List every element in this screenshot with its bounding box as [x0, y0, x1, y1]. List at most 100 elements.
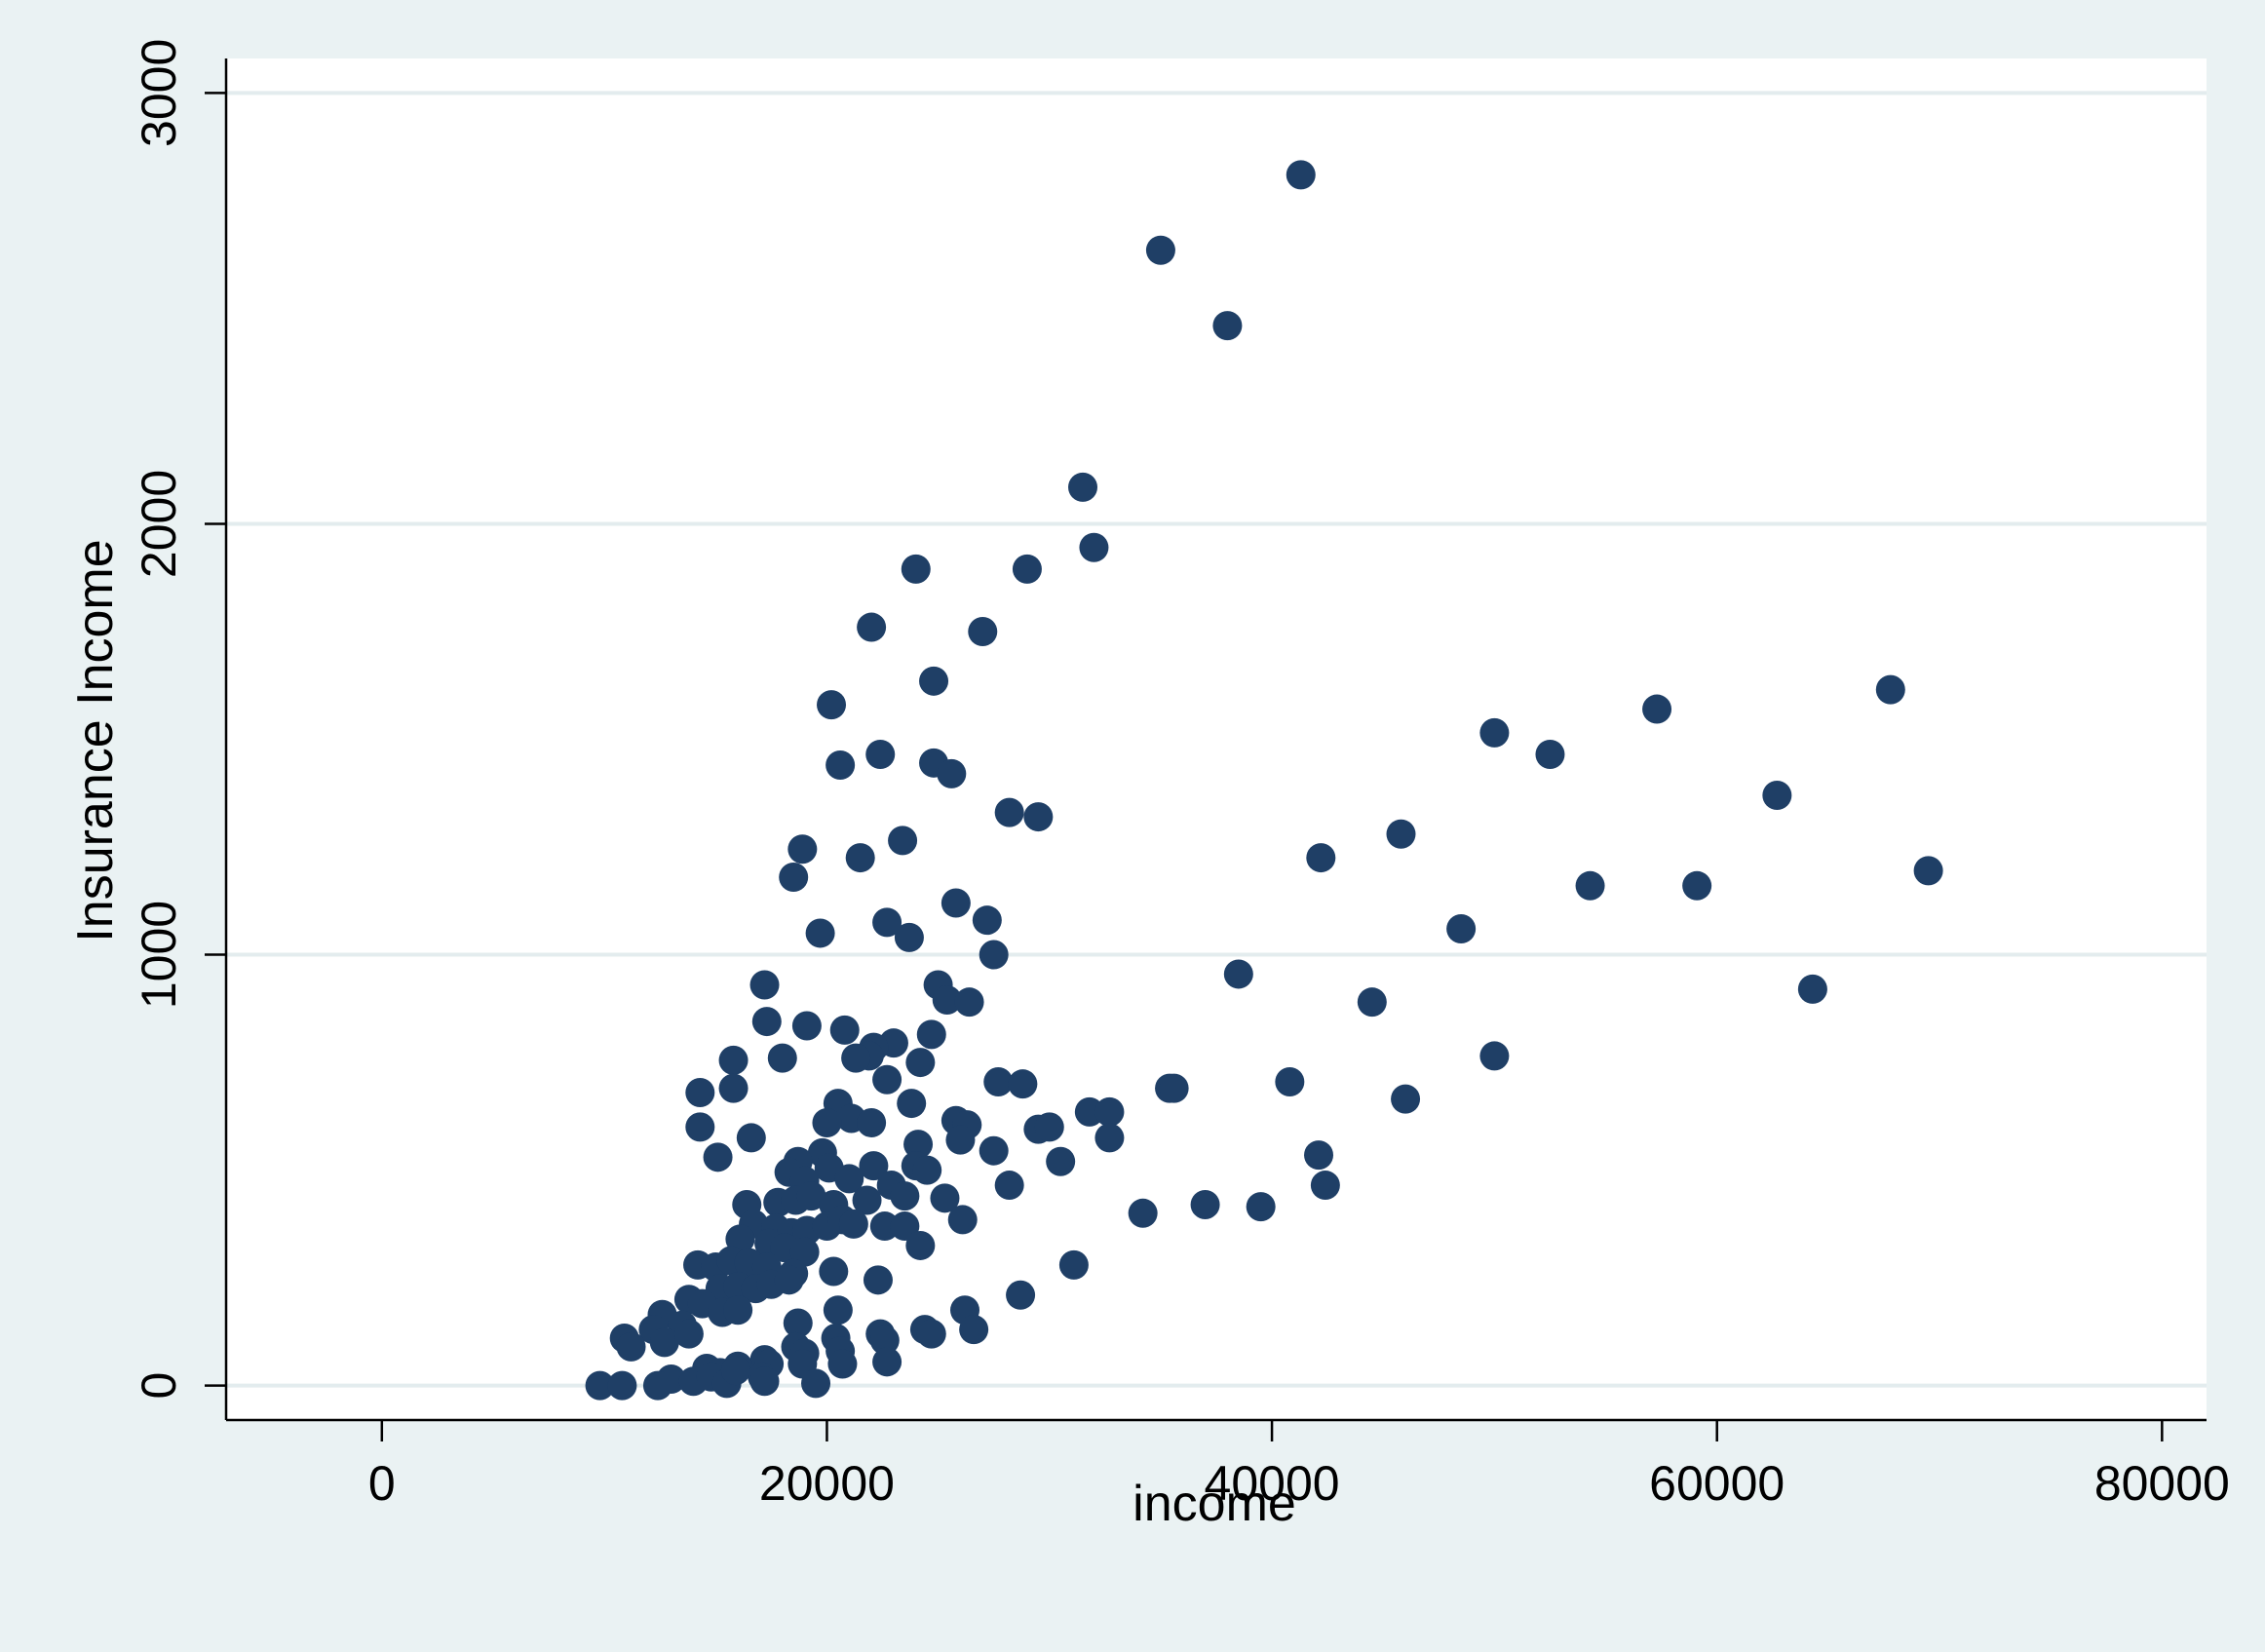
data-point [1046, 1146, 1076, 1176]
data-point [825, 750, 856, 781]
data-point [838, 1209, 868, 1239]
x-tick-label: 80000 [2094, 1456, 2230, 1511]
data-point [1304, 1140, 1334, 1171]
data-point [1246, 1192, 1276, 1222]
data-point [857, 1107, 887, 1137]
data-point [1797, 974, 1827, 1004]
data-point [774, 1265, 804, 1295]
data-point [703, 1142, 733, 1172]
data-point [827, 1349, 858, 1379]
data-point [1682, 870, 1712, 901]
data-point [673, 1319, 704, 1349]
data-point [1074, 1096, 1104, 1127]
y-tick-label: 1000 [132, 901, 186, 1009]
data-point [869, 1211, 900, 1242]
data-point [994, 797, 1024, 827]
data-point [783, 1308, 813, 1338]
data-point [767, 1043, 797, 1073]
data-point [817, 690, 847, 720]
data-point [1310, 1171, 1340, 1201]
data-point [1034, 1112, 1064, 1142]
data-point [607, 1370, 637, 1401]
data-point [947, 1205, 978, 1235]
x-axis-title: income [1132, 1476, 1296, 1532]
data-point [890, 1211, 920, 1242]
y-axis-title: Insurance Income [67, 539, 124, 941]
data-point [1386, 819, 1416, 849]
data-point [872, 907, 902, 938]
data-point [736, 1123, 766, 1153]
data-point [857, 612, 887, 642]
data-point [932, 984, 962, 1015]
data-point [979, 940, 1009, 970]
data-point [994, 1171, 1024, 1201]
data-point [1159, 1073, 1189, 1103]
data-point [1642, 694, 1672, 724]
data-point [945, 1125, 976, 1155]
data-point [1079, 532, 1109, 562]
data-point [791, 1011, 822, 1041]
data-point [845, 843, 875, 873]
data-point [1094, 1123, 1125, 1153]
data-point [685, 1112, 715, 1142]
data-point [812, 1107, 842, 1137]
data-points [585, 160, 1943, 1401]
data-point [1058, 1249, 1089, 1280]
data-point [642, 1370, 672, 1401]
data-point [1913, 856, 1943, 886]
data-point [1223, 959, 1253, 989]
data-point [869, 1325, 900, 1356]
data-point [585, 1370, 615, 1401]
data-point [894, 922, 924, 952]
data-point [749, 1366, 780, 1397]
data-point [718, 1073, 749, 1103]
data-point [718, 1045, 749, 1075]
data-point [972, 905, 1002, 936]
data-point [872, 1347, 902, 1377]
data-point [890, 1181, 920, 1211]
data-point [888, 826, 918, 856]
data-point [959, 1315, 989, 1345]
data-point [829, 1015, 860, 1045]
data-point [616, 1331, 646, 1362]
data-point [979, 1135, 1009, 1166]
data-point [872, 1064, 902, 1095]
data-point [1875, 674, 1905, 705]
data-point [905, 1230, 936, 1260]
y-tick-label: 0 [132, 1372, 186, 1400]
data-point [796, 1181, 826, 1211]
data-point [787, 834, 818, 864]
gridlines [226, 91, 2207, 1388]
y-tick-label: 2000 [132, 470, 186, 578]
data-point [968, 616, 998, 646]
data-point [789, 1237, 820, 1267]
data-point [1535, 739, 1565, 769]
data-point [1306, 843, 1336, 873]
data-point [1212, 311, 1243, 341]
x-tick-label: 60000 [1649, 1456, 1785, 1511]
data-point [751, 1007, 782, 1037]
data-point [863, 1265, 893, 1295]
axis-ticks: 0 1000 2000 3000 0 20000 40000 60000 80000 [132, 39, 2230, 1511]
data-point [919, 666, 949, 696]
data-point [723, 1295, 753, 1325]
data-point [1391, 1084, 1421, 1114]
data-point [897, 1089, 927, 1119]
data-point [1128, 1198, 1158, 1228]
data-point [841, 1043, 871, 1073]
data-point [1094, 1096, 1125, 1127]
data-point [1357, 987, 1387, 1018]
data-point [983, 1066, 1014, 1096]
data-point [779, 862, 809, 892]
data-point [749, 970, 780, 1000]
data-point [865, 739, 896, 769]
data-point [1012, 554, 1042, 584]
data-point [1479, 1041, 1510, 1071]
data-point [859, 1151, 889, 1181]
data-point [1762, 780, 1792, 810]
x-tick-label: 20000 [759, 1456, 895, 1511]
data-point [852, 1185, 882, 1215]
data-point [1068, 472, 1098, 502]
